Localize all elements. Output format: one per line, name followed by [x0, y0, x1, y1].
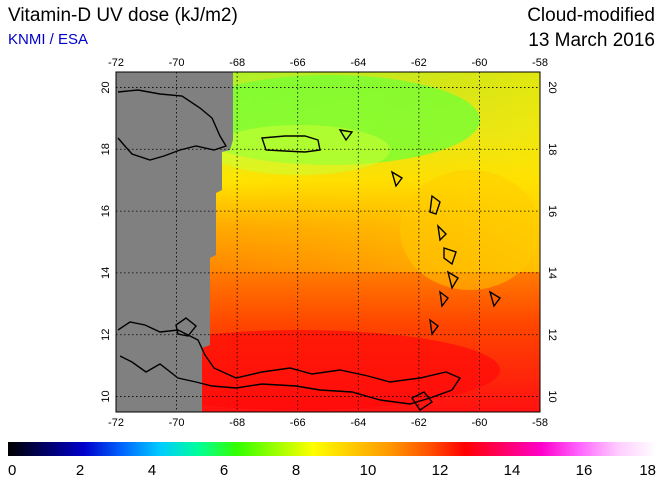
coast-puerto-rico: [261, 135, 321, 153]
lat-tick-label-right: 18: [546, 143, 558, 155]
lat-tick-label-left: 16: [100, 205, 112, 217]
colorbar-tick-label: 0: [8, 462, 16, 479]
colorbar-tick-label: 12: [432, 462, 449, 479]
lon-tick-label-top: -62: [411, 57, 427, 69]
lat-tick-label-left: 10: [100, 390, 112, 402]
coastlines: [117, 89, 502, 411]
lat-tick-label-left: 20: [100, 81, 112, 93]
lat-tick-label-left: 14: [100, 267, 112, 279]
longitude-tick-labels: -72 -72 -70 -70 -68 -68 -66 -66 -64 -64 -62 -62 -60 -…: [108, 57, 548, 429]
no-data-region: [116, 72, 233, 412]
lat-tick-label-right: 12: [546, 329, 558, 341]
colorbar-tick-label: 8: [292, 462, 300, 479]
lon-tick-label-bottom: -62: [411, 417, 427, 429]
colorbar-tick-label: 2: [76, 462, 84, 479]
colorbar-tick-label: 14: [504, 462, 521, 479]
lat-tick-label-right: 20: [546, 81, 558, 93]
colorbar-tick-label: 18: [639, 462, 656, 479]
map-title: Vitamin-D UV dose (kJ/m2): [8, 5, 238, 26]
lon-tick-label-bottom: -58: [532, 417, 548, 429]
product-label: Cloud-modified: [527, 5, 655, 26]
colorbar-tick-label: 16: [576, 462, 593, 479]
coast-hispaniola: [117, 89, 228, 161]
lat-tick-label-left: 12: [100, 329, 112, 341]
lon-tick-label-top: -58: [532, 57, 548, 69]
map-frame: [115, 71, 541, 413]
lon-tick-label-bottom: -70: [169, 417, 185, 429]
map-date: 13 March 2016: [528, 30, 655, 51]
lat-tick-label-left: 18: [100, 143, 112, 155]
data-source: KNMI / ESA: [8, 31, 89, 48]
colorbar-tick-label: 4: [148, 462, 156, 479]
lon-tick-label-top: -68: [229, 57, 245, 69]
map-field: [116, 72, 540, 412]
lon-tick-label-bottom: -68: [229, 417, 245, 429]
lon-tick-label-top: -66: [290, 57, 306, 69]
colorbar-tick-label: 10: [360, 462, 377, 479]
lon-tick-label-top: -60: [471, 57, 487, 69]
lon-tick-label-top: -70: [169, 57, 185, 69]
lat-lon-grid: [116, 72, 540, 412]
lat-tick-label-right: 10: [546, 390, 558, 402]
lon-tick-label-bottom: -60: [471, 417, 487, 429]
lat-tick-label-right: 16: [546, 205, 558, 217]
lon-tick-label-bottom: -72: [108, 417, 124, 429]
lon-tick-label-top: -72: [108, 57, 124, 69]
lon-tick-label-bottom: -64: [350, 417, 366, 429]
colorbar: [8, 442, 656, 456]
colorbar-labels: 0 2 4 6 8 10 12 14 16 18: [8, 462, 656, 479]
colorbar-tick-label: 6: [220, 462, 228, 479]
lat-tick-label-right: 14: [546, 267, 558, 279]
lon-tick-label-top: -64: [350, 57, 366, 69]
latitude-tick-labels: 20 20 18 18 16 16 14 14 12 12 10 10: [100, 81, 558, 402]
coast-aruba-curacao: [175, 317, 197, 337]
coast-south-america: [117, 321, 462, 405]
lon-tick-label-bottom: -66: [290, 417, 306, 429]
